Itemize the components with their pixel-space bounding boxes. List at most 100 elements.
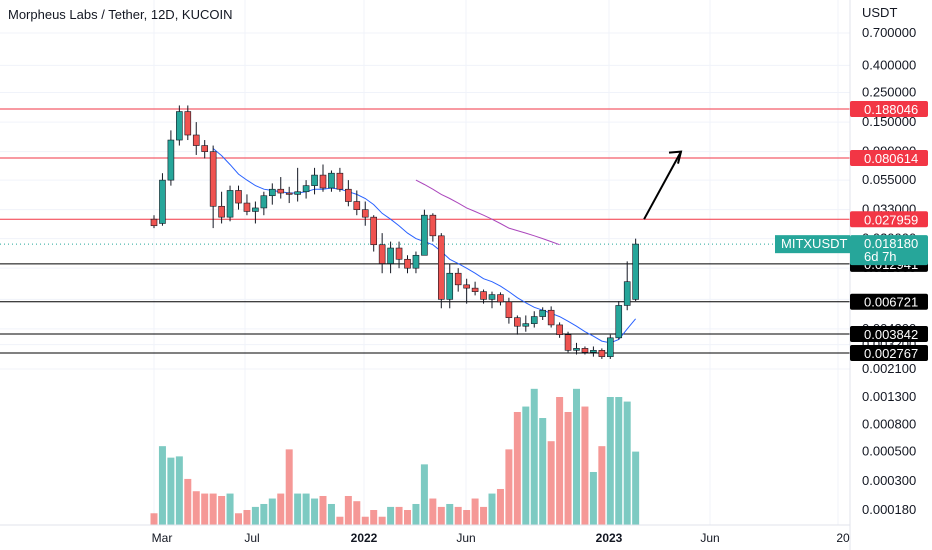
candle-body: [615, 305, 623, 339]
price-tick-label: 0.250000: [862, 85, 916, 100]
candle-body: [530, 316, 538, 324]
candle-body: [454, 272, 462, 286]
time-tick-label: 2022: [351, 531, 378, 545]
time-tick-label: Jul: [244, 531, 259, 545]
time-axis[interactable]: Mar Jul 2022 Jun 2023 Jun 20: [152, 531, 850, 545]
volume-bar: [353, 501, 361, 525]
candle-body: [564, 334, 572, 351]
time-tick-label: Mar: [152, 531, 173, 545]
candle-body: [412, 254, 420, 269]
candle-body: [471, 287, 479, 292]
volume-bar: [471, 498, 479, 525]
volume-bar: [235, 513, 242, 525]
candle-body: [404, 258, 411, 269]
volume-tick-label: 0.000300: [862, 473, 916, 488]
volume-bar: [378, 516, 386, 525]
volume-bar: [243, 510, 251, 525]
volume-bars: [150, 388, 640, 525]
volume-bar: [387, 506, 395, 525]
volume-bar: [632, 451, 640, 525]
volume-bar: [336, 516, 344, 525]
candle-body: [176, 111, 183, 141]
candle-body: [437, 235, 445, 300]
volume-bar: [556, 397, 564, 525]
time-tick-label: 20: [836, 531, 850, 545]
candle-body: [522, 323, 530, 327]
candle-body: [488, 294, 496, 300]
volume-bar: [496, 488, 504, 525]
price-tag: [850, 345, 928, 362]
candle-body: [159, 179, 166, 224]
candle-body: [243, 202, 251, 212]
volume-bar: [150, 513, 158, 525]
volume-bar: [573, 388, 580, 525]
current-price-label: 0.018180: [864, 236, 918, 251]
volume-bar: [420, 464, 428, 525]
price-tick-label: 0.055000: [862, 172, 916, 187]
candle-body: [345, 188, 352, 202]
candle-body: [539, 309, 547, 317]
current-price-tag: [850, 235, 928, 266]
volume-bar: [226, 493, 234, 525]
candle-body: [361, 209, 369, 218]
candle-body: [328, 172, 335, 189]
volume-bar: [251, 506, 259, 525]
volume-bar: [615, 397, 623, 525]
price-tag-label: 0.002767: [864, 346, 918, 361]
volume-bar: [598, 446, 606, 525]
volume-bar: [277, 493, 285, 525]
price-tag: [850, 326, 928, 343]
volume-bar: [302, 493, 310, 525]
volume-bar: [522, 406, 530, 525]
time-tick-label: 2023: [596, 531, 623, 545]
volume-bar: [564, 411, 572, 525]
volume-bar: [412, 503, 420, 525]
candle-body: [370, 216, 378, 246]
candle-body: [598, 350, 606, 357]
candle-body: [556, 324, 563, 335]
volume-bar: [437, 506, 445, 525]
candle-body: [632, 243, 639, 300]
volume-bar: [344, 495, 352, 525]
volume-bar: [218, 495, 226, 525]
volume-bar: [429, 498, 437, 525]
candle-body: [378, 244, 386, 264]
price-tag-label: 0.003842: [864, 327, 918, 342]
price-tag-label: 0.027959: [864, 212, 918, 227]
price-tag: [850, 293, 928, 310]
volume-bar: [454, 506, 462, 525]
volume-bar: [361, 516, 369, 525]
price-tag-label: 0.080614: [864, 151, 918, 166]
price-tag: [850, 211, 928, 228]
price-tag-label: 0.188046: [864, 102, 918, 117]
volume-bar: [167, 457, 175, 525]
arrow-shaft: [643, 151, 682, 220]
candle-body: [505, 301, 513, 318]
arrow-annotation: [643, 150, 683, 220]
volume-bar: [606, 397, 614, 525]
volume-bar: [184, 478, 192, 525]
volume-tick-label: 0.001300: [862, 389, 916, 404]
price-tick-label: 0.700000: [862, 25, 916, 40]
volume-bar: [623, 401, 631, 525]
volume-bar: [327, 503, 335, 525]
candle-body: [446, 272, 454, 300]
volume-bar: [285, 449, 293, 525]
candle-body: [463, 284, 470, 289]
volume-bar: [294, 493, 302, 525]
volume-bar: [175, 456, 183, 525]
volume-bar: [539, 418, 547, 525]
countdown-label: 6d 7h: [864, 249, 897, 264]
price-tick-label: 0.150000: [862, 114, 916, 129]
volume-bar: [319, 495, 327, 525]
volume-bar: [463, 510, 471, 525]
price-tags: 0.1880460.0806140.0279590.0129410.006721…: [775, 101, 928, 362]
volume-bar: [192, 491, 200, 525]
candle-body: [623, 281, 631, 306]
candle-body: [150, 218, 158, 227]
candle-body: [395, 247, 403, 260]
chart-title: Morpheus Labs / Tether, 12D, KUCOIN: [8, 7, 232, 22]
candle-body: [285, 192, 293, 195]
